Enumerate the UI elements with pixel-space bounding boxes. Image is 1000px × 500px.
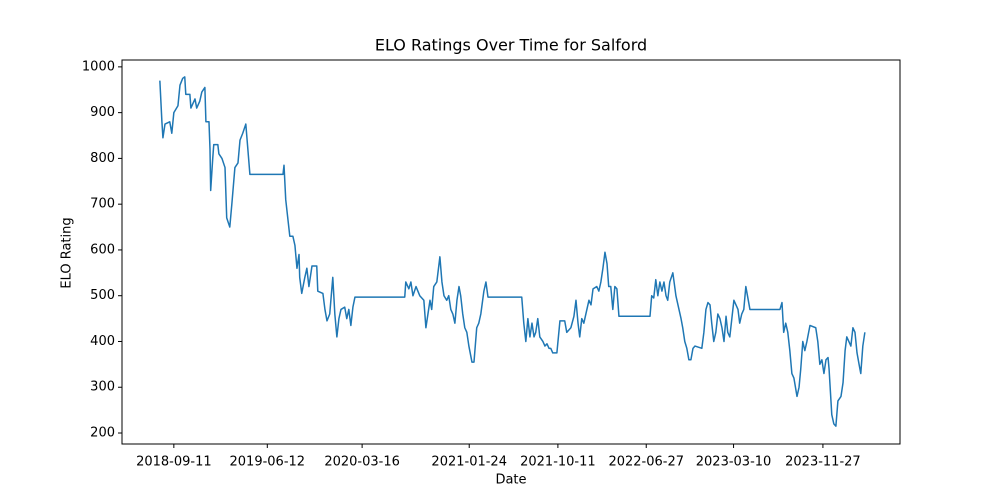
x-tick-label: 2022-06-27 <box>608 455 684 470</box>
y-tick-label: 200 <box>90 426 115 441</box>
data-line <box>159 76 866 427</box>
y-tick-label: 800 <box>90 151 115 166</box>
x-tick-label: 2019-06-12 <box>230 455 306 470</box>
x-tick-label: 2018-09-11 <box>136 455 212 470</box>
y-tick-label: 600 <box>90 242 115 257</box>
y-tick-label: 300 <box>90 380 115 395</box>
x-axis-label: Date <box>495 473 526 488</box>
x-tick-label: 2021-01-24 <box>431 455 507 470</box>
plot-frame <box>121 59 901 445</box>
x-tick-label: 2020-03-16 <box>324 455 400 470</box>
y-axis-label: ELO Rating <box>60 217 75 288</box>
x-tick-label: 2023-11-27 <box>785 455 861 470</box>
x-tick-label: 2023-03-10 <box>696 455 772 470</box>
x-tick-label: 2021-10-11 <box>520 455 596 470</box>
y-tick-label: 500 <box>90 288 115 303</box>
y-tick-label: 400 <box>90 334 115 349</box>
y-tick-label: 900 <box>90 105 115 120</box>
y-tick-label: 700 <box>90 197 115 212</box>
y-tick-label: 1000 <box>82 59 115 74</box>
chart-title: ELO Ratings Over Time for Salford <box>375 36 647 55</box>
